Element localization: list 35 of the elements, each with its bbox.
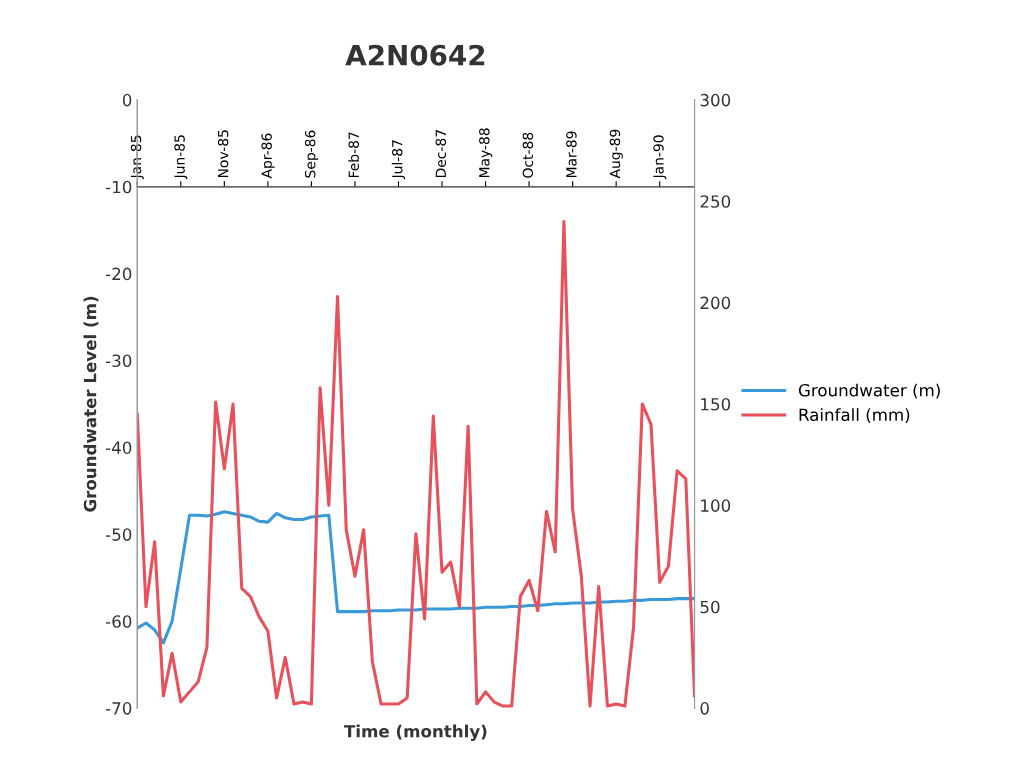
y-tick-label: -60	[105, 615, 132, 628]
y2-tick-label: 200	[700, 296, 731, 310]
y2-tick-label: 100	[701, 499, 731, 512]
y2-tick-label: 150	[701, 397, 731, 411]
y2-tick-label: 50	[700, 600, 720, 614]
x-tick-label: Jul-87	[391, 140, 406, 180]
y-tick-label: 0	[122, 93, 132, 107]
y-tick-label: -20	[105, 267, 132, 281]
x-tick-label: Dec-87	[435, 130, 447, 178]
y2-tick-label: 0	[700, 702, 709, 715]
x-axis-title: Time (monthly)	[344, 724, 487, 741]
y-tick-label: -70	[105, 702, 132, 715]
chart-title: A2N0642	[345, 44, 485, 66]
x-tick-label: Jun-85	[174, 135, 188, 180]
y-tick-label: -40	[105, 441, 132, 454]
x-tick-label: Sep-86	[304, 130, 319, 178]
x-tick-label: Nov-85	[217, 130, 229, 178]
x-tick-label: Jan-90	[653, 135, 667, 180]
legend-label: Groundwater (m)	[798, 383, 940, 399]
y2-tick-label: 300	[700, 93, 731, 107]
x-tick-label: May-88	[479, 128, 493, 178]
line-series	[137, 219, 695, 708]
y-tick-label: -50	[105, 528, 132, 541]
y2-tick-label: 250	[700, 195, 731, 208]
x-tick-label: Apr-86	[261, 133, 275, 179]
legend-label: Rainfall (mm)	[799, 408, 910, 423]
line-series	[137, 510, 695, 645]
x-tick-label: Aug-89	[609, 129, 623, 179]
y-tick-label: -30	[105, 354, 132, 368]
x-tick-label: Feb-87	[348, 132, 359, 178]
x-tick-label: Mar-89	[566, 131, 577, 178]
x-tick-label: Oct-88	[522, 132, 534, 178]
y-axis-title: Groundwater Level (m)	[83, 296, 99, 512]
x-tick-label: Jan-85	[130, 135, 144, 180]
y-tick-label: -10	[105, 180, 132, 194]
